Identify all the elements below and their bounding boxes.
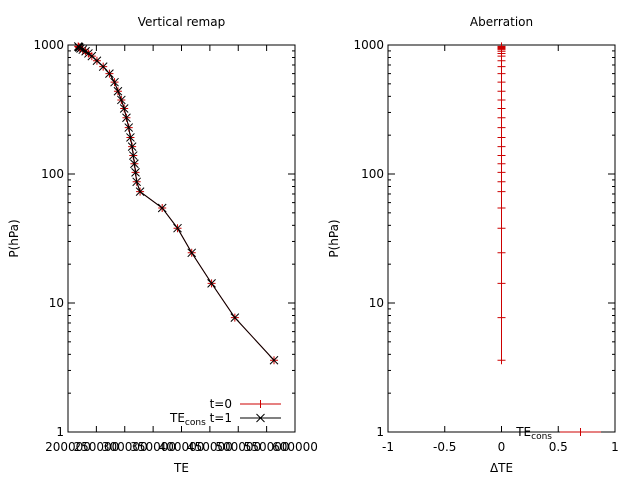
data-point [497,113,506,122]
data-point [497,159,506,168]
data-point [497,142,506,151]
data-point [122,113,131,123]
data-point [81,46,90,56]
data-point [497,279,506,288]
data-point [127,142,137,151]
y-tick-label: 100 [41,167,64,181]
x-tick-label: 350000 [130,440,176,454]
chart-title: Aberration [470,15,533,29]
x-tick-label: 500000 [215,440,261,454]
data-point [497,78,506,87]
data-point [113,86,123,96]
data-point [497,187,506,196]
series-t-0 [74,42,279,365]
data-point [130,159,139,169]
data-point [119,104,129,113]
legend-label: t=0 [210,397,232,411]
chart-title: Vertical remap [138,15,225,29]
y-tick-label: 10 [49,296,64,310]
data-point [497,123,506,132]
x-tick-label: 0 [498,440,506,454]
data-point [157,203,167,213]
data-point [576,428,585,436]
data-point [110,77,119,87]
data-point [497,313,506,322]
x-tick-label: 250000 [73,440,119,454]
data-point [497,104,506,113]
plot-frame [67,44,296,433]
y-axis-label: P(hPa) [7,219,21,257]
y-tick-label: 1 [376,425,384,439]
series-tecons [497,42,506,365]
data-point [497,356,506,365]
data-point [124,123,134,132]
x-tick-label: 200000 [45,440,91,454]
data-point [269,355,279,365]
y-tick-label: 1 [56,425,64,439]
data-point [497,177,506,186]
x-tick-label: -0.5 [433,440,456,454]
data-point [497,151,506,160]
data-point [128,151,138,160]
y-tick-label: 10 [369,296,384,310]
y-tick-label: 1000 [33,38,64,52]
data-point [126,133,135,142]
data-point [497,87,506,96]
data-point [87,51,97,61]
x-tick-label: 400000 [159,440,205,454]
data-point [73,42,83,51]
x-tick-label: 600000 [272,440,318,454]
data-point [497,204,506,213]
data-point [105,69,114,78]
data-point [173,223,182,233]
data-point [497,224,506,233]
x-tick-label: 0.5 [549,440,568,454]
x-tick-label: 550000 [244,440,290,454]
y-tick-label: 1000 [353,38,384,52]
x-tick-label: -1 [382,440,394,454]
data-point [497,42,506,51]
data-point [132,177,142,187]
legend-label: TEcons [515,425,552,442]
x-tick-label: 300000 [102,440,148,454]
data-point [131,167,140,177]
data-point [230,313,240,322]
y-tick-label: 100 [361,167,384,181]
legend-label: TEcons t=1 [169,411,232,428]
chart-left: Vertical remap 20000025000030000035000040… [7,15,318,475]
data-point [207,279,216,288]
data-point [497,69,506,78]
series-line [77,46,275,361]
x-axis-label: TE [173,461,189,475]
series-tecons-t-1 [73,42,279,365]
data-point [497,133,506,142]
chart-right: Aberration -1 -0.5 0 0.5 1 1 10 100 1000 ΔTE P(hPa)… [327,15,619,475]
data-point [256,400,265,408]
data-point [497,168,506,177]
data-point [497,248,506,257]
x-axis-label: ΔTE [490,461,513,475]
data-point [497,95,506,104]
data-point [187,248,197,258]
data-point [256,413,265,423]
legend: TEcons [515,425,601,442]
data-point [135,187,145,196]
x-tick-label: 1 [611,440,619,454]
series-line [77,46,275,361]
x-tick-label: 450000 [187,440,233,454]
data-point [116,95,126,105]
y-axis-label: P(hPa) [327,219,341,257]
